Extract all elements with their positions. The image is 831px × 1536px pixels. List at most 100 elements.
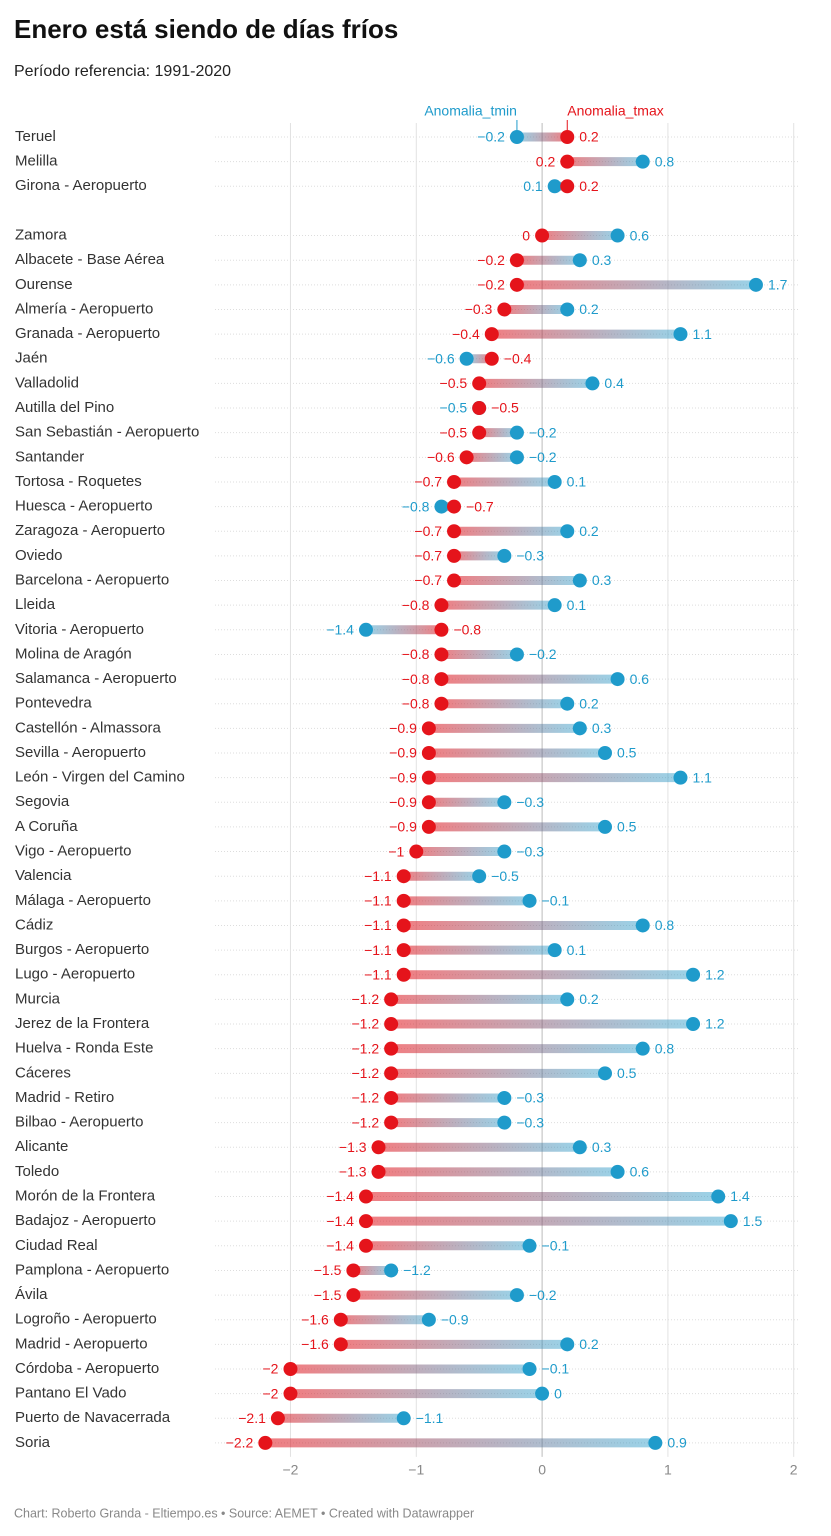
value-label: 0.3 bbox=[592, 252, 612, 268]
value-label: −1.1 bbox=[416, 1410, 444, 1426]
dot bbox=[522, 1238, 537, 1253]
dot bbox=[560, 179, 575, 194]
category-label: Ávila bbox=[15, 1286, 48, 1303]
x-tick-label: 0 bbox=[538, 1462, 546, 1478]
value-label: −0.3 bbox=[516, 1090, 544, 1106]
value-label: 0.3 bbox=[592, 572, 612, 588]
dot bbox=[509, 450, 524, 465]
value-label: 0.1 bbox=[567, 474, 587, 490]
value-label: −1.3 bbox=[339, 1139, 367, 1155]
value-label: −0.6 bbox=[427, 350, 455, 366]
dot bbox=[283, 1386, 298, 1401]
category-label: San Sebastián - Aeropuerto bbox=[15, 424, 199, 441]
dot bbox=[384, 992, 399, 1007]
value-label: −0.2 bbox=[529, 424, 557, 440]
category-label: Ciudad Real bbox=[15, 1237, 98, 1254]
value-label: −0.7 bbox=[414, 474, 442, 490]
x-tick-label: 1 bbox=[664, 1462, 672, 1478]
dot bbox=[509, 1288, 524, 1303]
dot bbox=[497, 844, 512, 859]
dot bbox=[560, 992, 575, 1007]
value-label: −1.2 bbox=[351, 1016, 379, 1032]
value-label: −0.5 bbox=[440, 400, 468, 416]
legend-label: Anomalia_tmin bbox=[424, 103, 517, 119]
category-label: Soria bbox=[15, 1434, 51, 1451]
dot bbox=[447, 548, 462, 563]
dot bbox=[371, 1164, 386, 1179]
category-label: Molina de Aragón bbox=[15, 645, 132, 662]
value-label: 0.2 bbox=[579, 991, 599, 1007]
dot bbox=[560, 130, 575, 144]
value-label: 0.4 bbox=[604, 375, 624, 391]
category-label: Vitoria - Aeropuerto bbox=[15, 621, 144, 638]
dot bbox=[711, 1189, 726, 1204]
category-label: Madrid - Aeropuerto bbox=[15, 1335, 148, 1352]
category-label: Sevilla - Aeropuerto bbox=[15, 744, 146, 761]
value-label: −0.7 bbox=[414, 523, 442, 539]
dot bbox=[560, 154, 575, 169]
value-label: −1.2 bbox=[351, 991, 379, 1007]
value-label: −1.5 bbox=[314, 1287, 342, 1303]
value-label: 1.2 bbox=[705, 1016, 725, 1032]
value-label: −1 bbox=[388, 843, 404, 859]
category-label: Cáceres bbox=[15, 1064, 71, 1081]
dot bbox=[635, 154, 650, 169]
dot bbox=[648, 1435, 663, 1450]
category-label: Barcelona - Aeropuerto bbox=[15, 571, 169, 588]
dot bbox=[434, 598, 449, 613]
category-label: Granada - Aeropuerto bbox=[15, 325, 160, 342]
dot bbox=[547, 943, 562, 958]
dot bbox=[421, 819, 436, 834]
value-label: −0.2 bbox=[477, 129, 505, 145]
dot bbox=[358, 1189, 373, 1204]
dot bbox=[585, 376, 600, 391]
category-label: Alicante bbox=[15, 1138, 68, 1155]
value-label: 0.6 bbox=[630, 1164, 650, 1180]
dot bbox=[673, 327, 688, 342]
x-tick-label: −1 bbox=[408, 1462, 424, 1478]
value-label: −0.2 bbox=[529, 449, 557, 465]
legend-label: Anomalia_tmax bbox=[567, 103, 664, 119]
value-label: −0.3 bbox=[516, 794, 544, 810]
dot bbox=[522, 893, 537, 908]
value-label: −1.1 bbox=[364, 893, 392, 909]
dot bbox=[270, 1411, 285, 1426]
category-label: Córdoba - Aeropuerto bbox=[15, 1360, 159, 1377]
value-label: 0 bbox=[522, 227, 530, 243]
dot bbox=[434, 647, 449, 662]
category-label: Pontevedra bbox=[15, 695, 92, 712]
dot bbox=[497, 1090, 512, 1105]
value-label: 0.2 bbox=[579, 523, 599, 539]
category-label: Ourense bbox=[15, 276, 73, 293]
dot bbox=[421, 746, 436, 760]
category-label: Girona - Aeropuerto bbox=[15, 177, 147, 194]
dot bbox=[434, 499, 449, 514]
dot bbox=[535, 228, 550, 243]
value-label: 0.8 bbox=[655, 917, 675, 933]
dot bbox=[497, 795, 512, 810]
value-label: 0.3 bbox=[592, 720, 612, 736]
value-label: 0.9 bbox=[667, 1435, 687, 1451]
value-label: −2 bbox=[263, 1361, 279, 1377]
category-label: Oviedo bbox=[15, 547, 63, 564]
value-label: −0.9 bbox=[389, 745, 417, 761]
value-label: −1.2 bbox=[351, 1090, 379, 1106]
dot bbox=[572, 253, 587, 268]
dot bbox=[472, 869, 487, 884]
value-label: −2.2 bbox=[226, 1435, 254, 1451]
value-label: 0.2 bbox=[579, 1336, 599, 1352]
value-label: −1.1 bbox=[364, 917, 392, 933]
value-label: −0.3 bbox=[516, 843, 544, 859]
dot bbox=[610, 672, 625, 687]
dot bbox=[447, 474, 462, 489]
dot bbox=[346, 1263, 361, 1278]
value-label: 1.1 bbox=[692, 769, 712, 785]
value-label: −1.1 bbox=[364, 942, 392, 958]
dot bbox=[598, 1066, 612, 1081]
category-label: Melilla bbox=[15, 153, 58, 170]
value-label: −0.4 bbox=[504, 350, 532, 366]
dot bbox=[686, 1017, 701, 1032]
category-label: Castellón - Almassora bbox=[15, 719, 162, 736]
dot bbox=[447, 524, 462, 539]
category-label: Burgos - Aeropuerto bbox=[15, 941, 149, 958]
